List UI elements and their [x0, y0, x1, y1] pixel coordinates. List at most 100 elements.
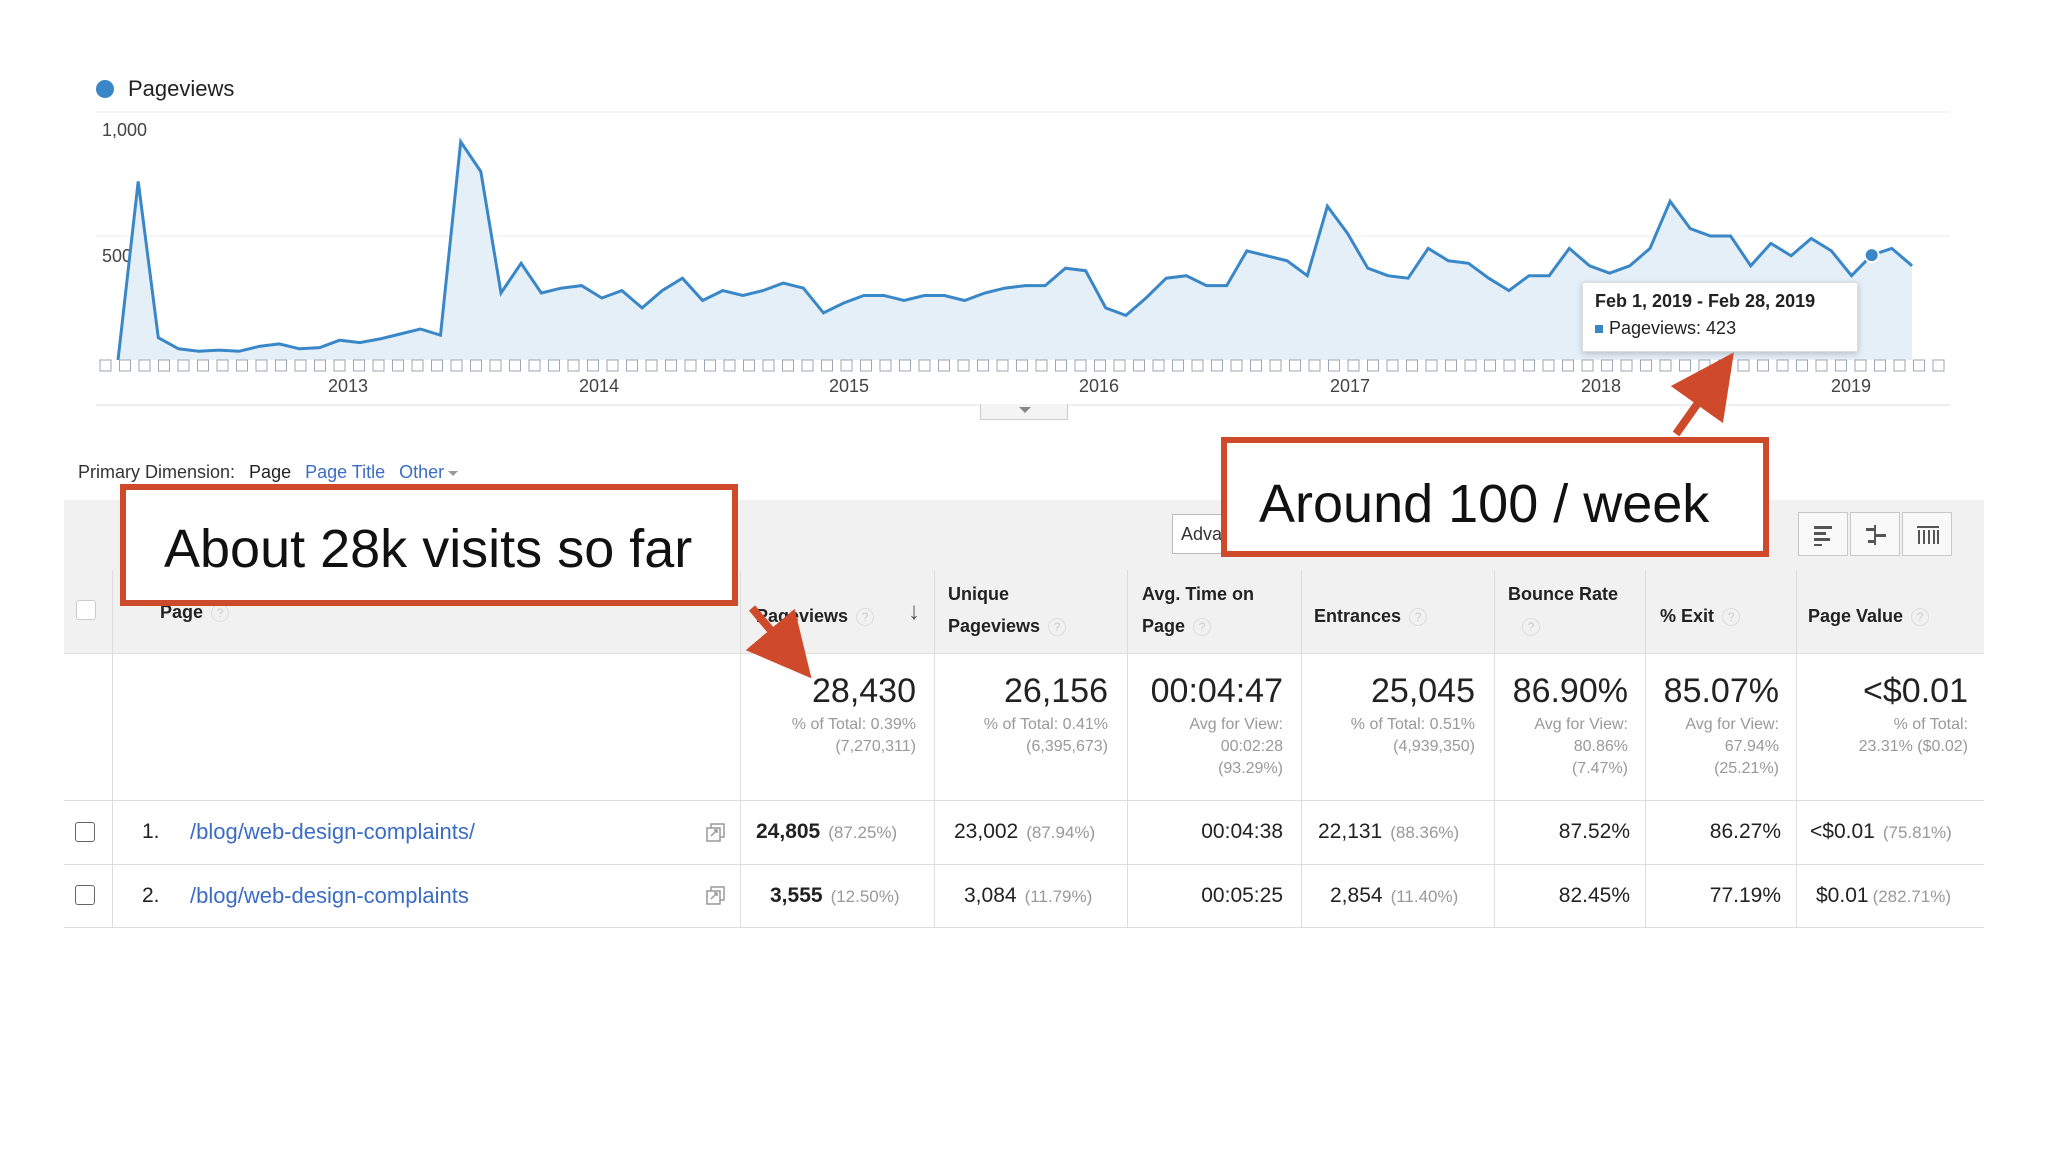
sort-descending-icon[interactable]: ↓ [908, 598, 920, 625]
row-page-link[interactable]: /blog/web-design-complaints [190, 883, 469, 908]
help-icon[interactable]: ? [1193, 618, 1212, 637]
column-divider [1796, 570, 1797, 928]
annotation-marker-icon [158, 359, 170, 372]
row-page-link[interactable]: /blog/web-design-complaints/ [190, 819, 475, 844]
performance-view-button[interactable] [1798, 512, 1848, 556]
row-unique-value: 3,084 [964, 884, 1017, 907]
primary-dimension-page[interactable]: Page [249, 462, 292, 482]
help-icon[interactable]: ? [1522, 618, 1540, 637]
row-page-value: <$0.01 (75.81%) [1810, 820, 1952, 844]
row-checkbox[interactable] [75, 822, 95, 842]
total-page-value-sub: 23.31% ($0.02) [1858, 738, 1968, 755]
total-page-value-sub: % of Total: [1893, 716, 1968, 733]
row-checkbox[interactable] [75, 885, 95, 905]
col-header-bounce-rate[interactable]: Bounce Rate? [1508, 578, 1618, 642]
annotation-marker-icon [1601, 359, 1613, 372]
annotation-marker-icon [1308, 359, 1321, 372]
pageviews-line-chart [96, 111, 1950, 406]
help-icon[interactable]: ? [1722, 608, 1741, 627]
annotation-marker-icon [1815, 359, 1828, 372]
annotation-marker-icon [1328, 359, 1340, 372]
annotation-marker-icon [606, 359, 619, 372]
help-icon[interactable]: ? [1911, 608, 1930, 627]
primary-dimension-page-title[interactable]: Page Title [305, 462, 386, 482]
row-number: 1. [142, 820, 160, 843]
comparison-view-button[interactable] [1850, 512, 1900, 556]
row-entrances-value: 2,854 [1330, 884, 1383, 907]
annotation-marker-icon [899, 359, 911, 372]
row-unique-pct: (87.94%) [1026, 823, 1096, 842]
col-header-avg-time[interactable]: Avg. Time on Page? [1142, 578, 1254, 642]
help-icon[interactable]: ? [1409, 608, 1428, 627]
annotation-marker-icon [860, 359, 872, 372]
annotation-marker-icon [1932, 359, 1945, 372]
col-header-exit-label: % Exit [1660, 606, 1715, 626]
chart-collapse-toggle[interactable] [980, 404, 1068, 420]
col-header-unique-pageviews[interactable]: Unique Pageviews? [948, 578, 1067, 642]
total-exit: 85.07% [1663, 672, 1779, 710]
total-exit-sub: (25.21%) [1714, 760, 1779, 777]
pivot-view-button[interactable] [1902, 512, 1952, 556]
annotation-marker-icon [801, 359, 814, 372]
help-icon[interactable]: ? [211, 604, 230, 623]
y-tick-label: 500 [102, 246, 133, 266]
annotation-marker-icon [99, 359, 112, 372]
col-header-exit[interactable]: % Exit? [1660, 600, 1741, 632]
annotation-marker-icon [450, 359, 463, 372]
annotation-marker-icon [1679, 359, 1691, 372]
total-pageviews: 28,430 [812, 672, 916, 710]
row-entrances-value: 22,131 [1318, 820, 1383, 843]
annotation-marker-icon [177, 359, 190, 372]
annotation-marker-icon [255, 359, 268, 372]
annotation-marker-icon [918, 359, 931, 372]
row-number: 2. [142, 884, 160, 907]
annotation-marker-icon [1230, 359, 1243, 372]
chart-legend[interactable]: Pageviews [96, 76, 234, 102]
row-unique-pct: (11.79%) [1024, 887, 1093, 906]
row-unique: 3,084 (11.79%) [964, 884, 1092, 908]
total-exit-sub: Avg for View: [1685, 716, 1779, 733]
col-header-unique-label-2: Pageviews [948, 616, 1041, 636]
col-header-pageviews[interactable]: Pageviews? [756, 600, 875, 632]
col-header-page-value[interactable]: Page Value? [1808, 600, 1930, 632]
help-icon[interactable]: ? [856, 608, 875, 627]
primary-dimension-other[interactable]: Other [399, 462, 459, 483]
comparison-icon [1866, 525, 1886, 545]
open-page-icon[interactable] [705, 822, 727, 844]
annotation-marker-icon [1172, 359, 1184, 372]
annotation-marker-icon [1659, 359, 1672, 372]
annotation-marker-icon [977, 359, 989, 372]
col-header-entrances-label: Entrances [1314, 606, 1402, 626]
row-entrances-pct: (88.36%) [1390, 823, 1460, 842]
annotation-marker-icon [1874, 359, 1886, 372]
col-header-entrances[interactable]: Entrances? [1314, 600, 1428, 632]
total-bounce-sub: (7.47%) [1571, 760, 1628, 777]
row-entrances: 2,854 (11.40%) [1330, 884, 1458, 908]
tooltip-date-range: Feb 1, 2019 - Feb 28, 2019 [1595, 291, 1816, 311]
annotation-marker-icon [1133, 359, 1145, 372]
help-icon[interactable]: ? [1048, 618, 1067, 637]
annotation-marker-icon [1893, 359, 1906, 372]
annotation-marker-icon [431, 359, 443, 372]
open-page-icon[interactable] [705, 885, 727, 907]
total-avg-time-sub: 00:02:28 [1220, 738, 1283, 755]
x-tick-label: 2015 [828, 376, 870, 396]
total-avg-time: 00:04:47 [1150, 672, 1283, 710]
annotation-marker-icon [743, 359, 755, 372]
annotation-marker-icon [957, 359, 970, 372]
annotation-marker-icon [1562, 359, 1574, 372]
annotation-marker-icon [723, 359, 736, 372]
col-header-pageviews-label: Pageviews [756, 606, 849, 626]
annotation-marker-icon [1503, 359, 1516, 372]
select-all-checkbox[interactable] [76, 600, 96, 620]
col-header-avg-time-label-1: Avg. Time on [1142, 584, 1255, 604]
annotation-marker-icon [372, 359, 385, 372]
col-header-unique-label-1: Unique [948, 584, 1009, 604]
annotation-marker-icon [1718, 359, 1730, 372]
row-bounce: 82.45% [1558, 884, 1630, 907]
total-entrances-sub: % of Total: 0.51% [1350, 716, 1475, 733]
row-exit: 86.27% [1709, 820, 1781, 843]
caret-down-icon [448, 470, 459, 476]
row-unique: 23,002 (87.94%) [954, 820, 1095, 844]
legend-label: Pageviews [128, 76, 235, 101]
